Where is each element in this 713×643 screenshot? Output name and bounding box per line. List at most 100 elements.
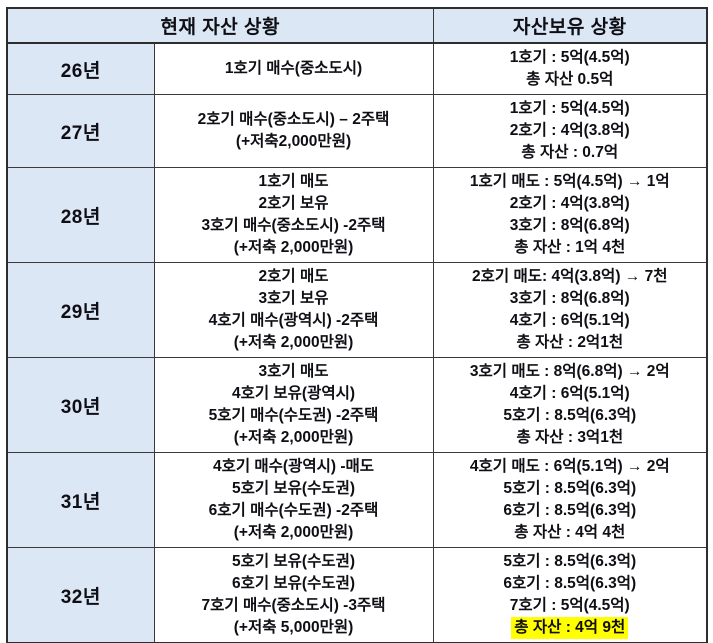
action-line: (+저축2,000만원) <box>157 131 431 153</box>
year-cell: 32년 <box>6 547 155 643</box>
current-asset-cell: 1호기 매도 2호기 보유 3호기 매수(중소도시) -2주택 (+저축 2,000만… <box>153 167 434 263</box>
holding-line: 총 자산 : 0.7억 <box>436 142 705 164</box>
action-line: 2호기 매수(중소도시) – 2주택 <box>157 109 431 131</box>
total-asset-highlight: 총 자산 : 4억 9천 <box>511 617 629 639</box>
table-row: 28년 1호기 매도 2호기 보유 3호기 매수(중소도시) -2주택 (+저축 2,0… <box>6 167 708 263</box>
action-line-text: 3호기 매수(중소도시) -2주택 <box>201 217 386 234</box>
action-line: (+저축 2,000만원) <box>157 522 431 544</box>
header-asset-holding-status: 자산보유 상황 <box>432 7 708 44</box>
action-line: 3호기 매수(중소도시) -2주택 <box>157 215 431 237</box>
action-line: 2호기 보유 <box>157 193 431 215</box>
table-row: 32년 5호기 보유(수도권) 6호기 보유(수도권) 7호기 매수(중소도시) -3… <box>6 547 708 643</box>
holding-line-text: 3호기 : 8억(6.8억) <box>509 290 630 307</box>
current-asset-cell: 5호기 보유(수도권) 6호기 보유(수도권) 7호기 매수(중소도시) -3주택 (… <box>153 547 434 643</box>
action-line-text: 4호기 보유(광역시) <box>231 385 356 402</box>
action-line-text: 2호기 보유 <box>258 195 329 212</box>
action-line: 4호기 매수(광역시) -매도 <box>157 456 431 478</box>
action-line: (+저축 2,000만원) <box>157 427 431 449</box>
table-row: 29년 2호기 매도 3호기 보유 4호기 매수(광역시) -2주택 (+저축 2,00… <box>6 262 708 358</box>
action-line-text: 5호기 보유(수도권) <box>231 553 356 570</box>
table-row: 26년 1호기 매수(중소도시) 1호기 : 5억(4.5억) 총 자산 0.5억 <box>6 42 708 95</box>
year-cell: 26년 <box>6 42 155 95</box>
holding-line-text: 총 자산 : 0.7억 <box>521 144 619 161</box>
current-asset-cell: 3호기 매도 4호기 보유(광역시) 5호기 매수(수도권) -2주택 (+저축 2,… <box>153 357 434 453</box>
action-line: 5호기 매수(수도권) -2주택 <box>157 405 431 427</box>
asset-holding-cell: 1호기 : 5억(4.5억) 총 자산 0.5억 <box>432 42 708 95</box>
holding-line: 4호기 : 6억(5.1억) <box>436 383 705 405</box>
action-line-text: 2호기 매수(중소도시) – 2주택 <box>197 111 390 128</box>
action-line-text: (+저축 5,000만원) <box>233 619 354 636</box>
current-asset-cell: 2호기 매수(중소도시) – 2주택 (+저축2,000만원) <box>153 94 434 168</box>
year-cell: 27년 <box>6 94 155 168</box>
holding-line: 3호기 : 8억(6.8억) <box>436 215 705 237</box>
holding-line: 총 자산 : 4억 4천 <box>436 522 705 544</box>
holding-line-text: 7호기 : 5억(4.5억) <box>509 597 630 614</box>
holding-line: 6호기 : 8.5억(6.3억) <box>436 500 705 522</box>
holding-line-text: 6호기 : 8.5억(6.3억) <box>503 575 637 592</box>
holding-line: 2호기 : 4억(3.8억) <box>436 193 705 215</box>
action-line: 6호기 보유(수도권) <box>157 573 431 595</box>
holding-line: 4호기 매도 : 6억(5.1억) → 2억 <box>436 456 705 478</box>
action-line-text: (+저축 2,000만원) <box>233 429 354 446</box>
asset-plan-table: 현재 자산 상황 자산보유 상황 26년 1호기 매수(중소도시) 1호기 : 5억… <box>6 7 709 643</box>
holding-line: 4호기 : 6억(5.1억) <box>436 310 705 332</box>
holding-line: 1호기 매도 : 5억(4.5억) → 1억 <box>436 171 705 193</box>
holding-line-text: 6호기 : 8.5억(6.3억) <box>503 502 637 519</box>
action-line-text: 1호기 매도 <box>258 173 329 190</box>
holding-line: 총 자산 : 4억 9천 <box>436 617 705 639</box>
holding-line-text: 2호기 : 4억(3.8억) <box>509 195 630 212</box>
action-line-text: (+저축2,000만원) <box>235 133 352 150</box>
holding-line: 1호기 : 5억(4.5억) <box>436 47 705 69</box>
asset-holding-cell: 3호기 매도 : 8억(6.8억) → 2억 4호기 : 6억(5.1억) 5호기 … <box>432 357 708 453</box>
holding-line-text: 2호기 매도: 4억(3.8억) → 7천 <box>472 268 668 285</box>
action-line-text: 4호기 매수(광역시) -2주택 <box>208 312 379 329</box>
action-line-text: (+저축 2,000만원) <box>233 524 354 541</box>
action-line-text: 5호기 매수(수도권) -2주택 <box>208 407 379 424</box>
holding-line: 총 자산 : 1억 4천 <box>436 237 705 259</box>
holding-line-text: 총 자산 : 4억 4천 <box>514 524 626 541</box>
action-line: 7호기 매수(중소도시) -3주택 <box>157 595 431 617</box>
asset-holding-cell: 4호기 매도 : 6억(5.1억) → 2억 5호기 : 8.5억(6.3억) 6호… <box>432 452 708 548</box>
year-cell: 29년 <box>6 262 155 358</box>
asset-holding-cell: 1호기 : 5억(4.5억) 2호기 : 4억(3.8억) 총 자산 : 0.7억 <box>432 94 708 168</box>
holding-line: 3호기 매도 : 8억(6.8억) → 2억 <box>436 361 705 383</box>
holding-line-text: 3호기 : 8억(6.8억) <box>509 217 630 234</box>
header-row: 현재 자산 상황 자산보유 상황 <box>6 7 708 44</box>
action-line: 3호기 보유 <box>157 288 431 310</box>
current-asset-cell: 4호기 매수(광역시) -매도 5호기 보유(수도권) 6호기 매수(수도권) -2… <box>153 452 434 548</box>
action-line-text: 1호기 매수(중소도시) <box>224 60 363 77</box>
current-asset-cell: 2호기 매도 3호기 보유 4호기 매수(광역시) -2주택 (+저축 2,000만원… <box>153 262 434 358</box>
holding-line: 총 자산 : 3억1천 <box>436 427 705 449</box>
asset-holding-cell: 2호기 매도: 4억(3.8억) → 7천 3호기 : 8억(6.8억) 4호기 :… <box>432 262 708 358</box>
holding-line: 5호기 : 8.5억(6.3억) <box>436 478 705 500</box>
action-line-text: 4호기 매수(광역시) -매도 <box>212 458 375 475</box>
holding-line-text: 총 자산 : 2억1천 <box>516 334 624 351</box>
year-cell: 28년 <box>6 167 155 263</box>
action-line-text: 3호기 매도 <box>258 363 329 380</box>
holding-line-text: 2호기 : 4억(3.8억) <box>509 122 630 139</box>
action-line-text: 6호기 보유(수도권) <box>231 575 356 592</box>
holding-line: 6호기 : 8.5억(6.3억) <box>436 573 705 595</box>
holding-line-text: 4호기 매도 : 6억(5.1억) → 2억 <box>469 458 670 475</box>
action-line-text: 5호기 보유(수도권) <box>231 480 356 497</box>
year-cell: 30년 <box>6 357 155 453</box>
holding-line-text: 1호기 : 5억(4.5억) <box>509 49 630 66</box>
holding-line: 총 자산 0.5억 <box>436 69 705 91</box>
year-cell: 31년 <box>6 452 155 548</box>
holding-line: 5호기 : 8.5억(6.3억) <box>436 405 705 427</box>
holding-line-text: 4호기 : 6억(5.1억) <box>509 312 630 329</box>
holding-line-text: 5호기 : 8.5억(6.3억) <box>503 480 637 497</box>
action-line: 1호기 매도 <box>157 171 431 193</box>
action-line: 3호기 매도 <box>157 361 431 383</box>
action-line-text: 3호기 보유 <box>258 290 329 307</box>
action-line-text: (+저축 2,000만원) <box>233 334 354 351</box>
action-line-text: 7호기 매수(중소도시) -3주택 <box>201 597 386 614</box>
holding-line-text: 5호기 : 8.5억(6.3억) <box>503 553 637 570</box>
holding-line: 5호기 : 8.5억(6.3억) <box>436 551 705 573</box>
action-line: 5호기 보유(수도권) <box>157 478 431 500</box>
action-line: (+저축 5,000만원) <box>157 617 431 639</box>
action-line: 2호기 매도 <box>157 266 431 288</box>
asset-holding-cell: 1호기 매도 : 5억(4.5억) → 1억 2호기 : 4억(3.8억) 3호기 … <box>432 167 708 263</box>
asset-holding-cell: 5호기 : 8.5억(6.3억) 6호기 : 8.5억(6.3억) 7호기 : 5억… <box>432 547 708 643</box>
